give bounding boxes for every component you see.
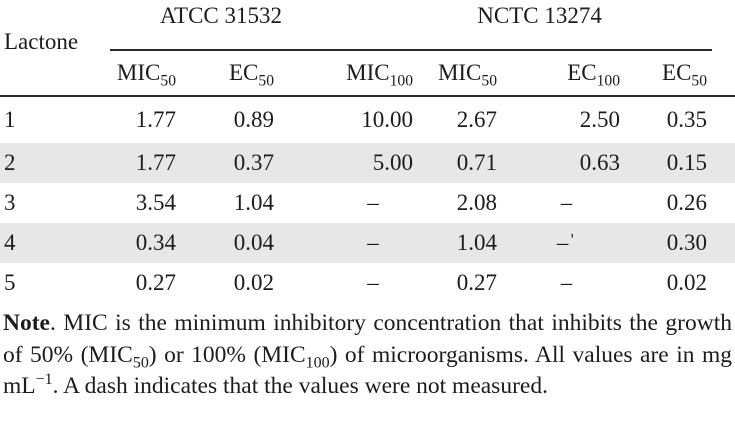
col-header-mic50-atcc: MIC50 [110, 50, 178, 97]
value-cell: 10.00 [361, 107, 414, 132]
lactone-column-header: Lactone [0, 0, 110, 97]
spacer-cell [712, 223, 735, 263]
value-cell: 0.15 [624, 143, 713, 183]
spacer-cell [712, 50, 735, 97]
value-cell: 2.08 [456, 190, 498, 215]
group-header-nctc-13274: NCTC 13274 [332, 0, 713, 51]
note-segment: . MIC is the minimum inhibitory concentr… [3, 310, 732, 368]
col-header-mic100-nctc: MIC100 [332, 50, 417, 97]
col-header-base: MIC [346, 60, 390, 85]
value-cell: 0.02 [666, 270, 708, 295]
value-cell: 0.37 [178, 143, 333, 183]
note-segment: . A dash indicates that the values were … [52, 373, 548, 399]
group-header-atcc-31532: ATCC 31532 [110, 0, 333, 51]
value-cell: 1.04 [233, 190, 275, 215]
value-cell: 0.30 [624, 223, 713, 263]
col-header-base: EC [229, 60, 259, 85]
lactone-cell: 3 [4, 190, 16, 215]
table-row: 5 0.27 0.02 – 0.27 – 0.02 [0, 263, 735, 303]
col-header-subscript: 50 [691, 72, 708, 90]
note-segment: −1 [35, 371, 53, 389]
value-cell: 0.63 [512, 143, 625, 183]
col-header-base: MIC [437, 60, 482, 85]
value-cell: 0.27 [135, 270, 176, 295]
mic-ec-table: Lactone ATCC 31532 NCTC 13274 MIC50 EC50… [0, 0, 735, 303]
col-header-base: MIC [116, 60, 161, 85]
lactone-cell: 2 [0, 143, 110, 183]
lactone-cell: 1 [4, 107, 16, 132]
col-header-base: EC [567, 60, 597, 85]
note-segment: ) of microorganisms. All values are in m… [3, 341, 732, 400]
col-header-subscript: 50 [258, 72, 275, 90]
value-cell: 0.04 [178, 223, 333, 263]
value-cell: 0.89 [233, 107, 275, 132]
value-cell: 0.34 [110, 223, 178, 263]
table-body: 1 1.77 0.89 10.00 2.67 2.50 0.35 2 1.77 0.37 5.00 0… [0, 96, 735, 303]
group-header-row: Lactone ATCC 31532 NCTC 13274 [0, 0, 735, 97]
value-cell: 0.26 [666, 190, 708, 215]
col-header-ec100-nctc: EC100 [512, 50, 625, 97]
value-cell: – [560, 270, 573, 295]
value-cell: –ˈ [512, 223, 625, 263]
value-cell: 2.67 [456, 107, 498, 132]
col-header-subscript: 50 [160, 72, 176, 90]
value-cell: – [367, 190, 379, 215]
sub-header-row: MIC50 EC50 MIC100 MIC50 EC100 EC50 [0, 50, 735, 97]
table-row: 3 3.54 1.04 – 2.08 – 0.26 [0, 183, 735, 223]
value-cell: 1.77 [110, 143, 178, 183]
value-cell: 2.50 [579, 107, 621, 132]
value-cell: – [560, 190, 573, 215]
value-cell: – [332, 223, 417, 263]
col-header-ec50-atcc: EC50 [178, 50, 333, 97]
note-segment: 50 [132, 354, 149, 372]
lactone-cell: 4 [0, 223, 110, 263]
col-header-base: EC [662, 60, 692, 85]
table-row: 2 1.77 0.37 5.00 0.71 0.63 0.15 [0, 143, 735, 183]
table-row: 1 1.77 0.89 10.00 2.67 2.50 0.35 [0, 96, 735, 143]
col-header-ec50-nctc: EC50 [624, 50, 713, 97]
value-cell: 0.02 [233, 270, 275, 295]
spacer-cell [712, 143, 735, 183]
col-header-subscript: 100 [596, 72, 621, 90]
spacer-cell [712, 263, 735, 303]
value-cell: 5.00 [332, 143, 417, 183]
table-row: 4 0.34 0.04–1.04 –ˈ 0.30 [0, 223, 735, 263]
col-header-mic50-nctc: MIC50 [416, 50, 513, 97]
value-cell: – [367, 270, 379, 295]
value-cell: 1.77 [135, 107, 176, 132]
spacer-cell [712, 183, 735, 223]
note-segment: Note [3, 310, 50, 336]
note-segment: 100 [305, 354, 330, 372]
value-cell: 0.35 [666, 107, 708, 132]
spacer-cell [712, 0, 735, 50]
spacer-cell [712, 96, 735, 143]
note-segment: ) or 100% (MIC [148, 341, 306, 368]
table-note: Note. MIC is the minimum inhibitory conc… [0, 308, 735, 403]
value-cell: 0.27 [456, 270, 498, 295]
lactone-cell: 5 [4, 270, 16, 295]
col-header-subscript: 100 [389, 72, 414, 90]
value-cell: 1.04 [416, 223, 513, 263]
col-header-subscript: 50 [481, 72, 498, 90]
value-cell: 0.71 [416, 143, 513, 183]
value-cell: 3.54 [135, 190, 176, 215]
